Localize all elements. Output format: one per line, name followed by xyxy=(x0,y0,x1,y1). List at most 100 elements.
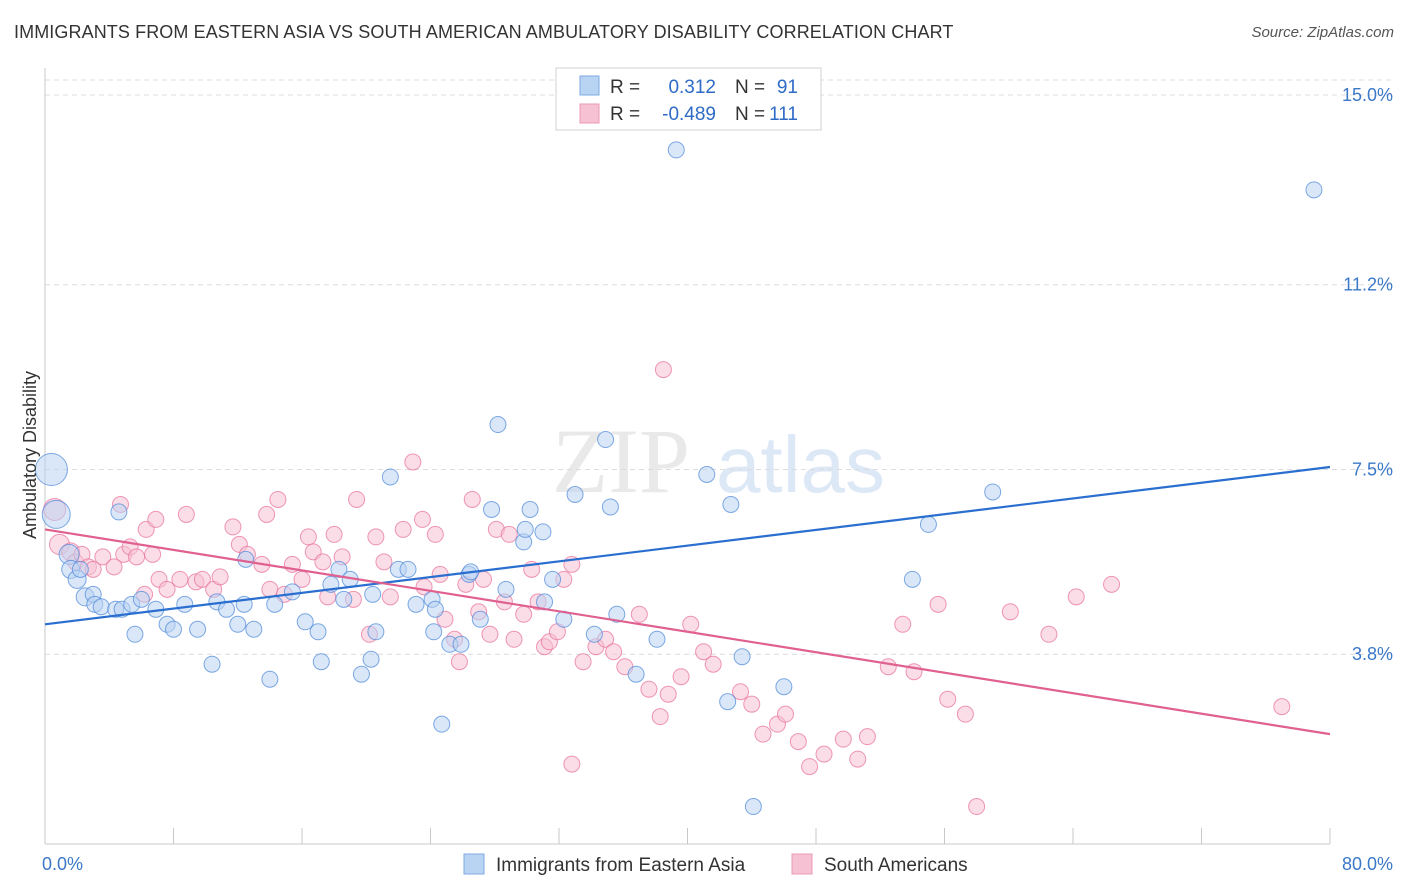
eastern-asia-point-78 xyxy=(775,678,793,696)
south-americans-point-81 xyxy=(659,685,677,703)
eastern-asia-point-30 xyxy=(283,583,301,601)
south-americans-point-85 xyxy=(704,655,722,673)
stats-legend: R = 0.312 N = 91 R = -0.489 N = 111 xyxy=(555,67,822,131)
series-legend: Immigrants from Eastern Asia South Ameri… xyxy=(463,853,968,876)
south-americans-point-101 xyxy=(939,690,957,708)
stats-legend-box xyxy=(555,67,822,131)
eastern-asia-point-57 xyxy=(497,580,515,598)
south-americans-point-20 xyxy=(177,505,195,523)
south-americans-point-16 xyxy=(147,510,165,528)
eastern-asia-point-80 xyxy=(919,515,937,533)
south-americans-point-29 xyxy=(258,505,276,523)
eastern-asia-point-56 xyxy=(489,416,507,434)
eastern-asia-point-19 xyxy=(176,595,194,613)
eastern-asia-point-33 xyxy=(312,653,330,671)
eastern-asia-point-45 xyxy=(407,595,425,613)
south-americans-point-83 xyxy=(682,615,700,633)
eastern-asia-point-71 xyxy=(648,630,666,648)
eastern-asia-point-40 xyxy=(364,585,382,603)
south-americans-point-93 xyxy=(815,745,833,763)
south-americans-point-47 xyxy=(394,520,412,538)
eastern-asia-point-31 xyxy=(296,613,314,631)
legend-r-label-0: R = xyxy=(610,77,640,98)
south-americans-point-60 xyxy=(481,625,499,643)
south-americans-point-88 xyxy=(754,725,772,743)
south-americans-point-39 xyxy=(325,525,343,543)
chart-title: IMMIGRANTS FROM EASTERN ASIA VS SOUTH AM… xyxy=(14,22,954,42)
legend-n-label-0: N = xyxy=(735,77,765,98)
eastern-asia-point-74 xyxy=(722,495,740,513)
south-americans-point-31 xyxy=(269,490,287,508)
eastern-asia-point-54 xyxy=(471,610,489,628)
south-americans-point-97 xyxy=(879,658,897,676)
eastern-asia-trend-line xyxy=(44,465,1331,626)
bottom-legend-label-pink: South Americans xyxy=(824,855,968,876)
legend-r-value-0: 0.312 xyxy=(668,77,716,98)
x-tick-label-min: 0.0% xyxy=(42,854,83,874)
eastern-asia-point-70 xyxy=(627,665,645,683)
eastern-asia-point-5 xyxy=(71,560,89,578)
grid-lines xyxy=(45,79,1392,655)
south-americans-point-79 xyxy=(640,680,658,698)
south-americans-point-22 xyxy=(193,570,211,588)
south-americans-point-90 xyxy=(776,705,794,723)
eastern-asia-point-69 xyxy=(608,605,626,623)
x-tick-label-max: 80.0% xyxy=(1342,854,1393,874)
legend-swatch-pink xyxy=(579,103,600,124)
south-americans-point-8 xyxy=(105,558,123,576)
eastern-asia-point-0 xyxy=(34,452,68,486)
eastern-asia-point-65 xyxy=(566,485,584,503)
eastern-asia-point-11 xyxy=(110,503,128,521)
south-americans-point-44 xyxy=(367,528,385,546)
legend-swatch-blue xyxy=(579,75,600,96)
eastern-asia-point-73 xyxy=(698,465,716,483)
south-americans-point-95 xyxy=(849,750,867,768)
south-americans-point-104 xyxy=(1001,603,1019,621)
eastern-asia-point-82 xyxy=(1305,181,1323,199)
south-americans-point-91 xyxy=(789,733,807,751)
south-americans-point-37 xyxy=(314,553,332,571)
eastern-asia-point-15 xyxy=(132,590,150,608)
eastern-asia-point-29 xyxy=(261,670,279,688)
eastern-asia-point-48 xyxy=(426,600,444,618)
eastern-asia-point-24 xyxy=(229,615,247,633)
eastern-asia-point-36 xyxy=(335,590,353,608)
south-americans-point-109 xyxy=(654,361,672,379)
south-americans-point-24 xyxy=(211,568,229,586)
eastern-asia-point-42 xyxy=(381,468,399,486)
south-americans-point-25 xyxy=(224,518,242,536)
south-americans-point-92 xyxy=(801,758,819,776)
watermark-atlas: atlas xyxy=(716,420,885,509)
south-americans-point-65 xyxy=(515,605,533,623)
eastern-asia-point-39 xyxy=(362,650,380,668)
eastern-asia-point-1 xyxy=(41,499,71,529)
y-tick-label-3: 15.0% xyxy=(1342,85,1393,105)
south-americans-point-84 xyxy=(695,643,713,661)
eastern-asia-point-59 xyxy=(516,520,534,538)
south-americans-point-64 xyxy=(505,630,523,648)
eastern-asia-point-21 xyxy=(203,655,221,673)
south-americans-point-76 xyxy=(605,643,623,661)
y-tick-labels: 3.8% 7.5% 11.2% 15.0% xyxy=(1342,85,1393,664)
legend-r-label-1: R = xyxy=(610,104,640,125)
south-americans-point-94 xyxy=(834,730,852,748)
south-americans-point-14 xyxy=(144,545,162,563)
eastern-asia-point-9 xyxy=(92,598,110,616)
y-axis-title: Ambulatory Disability xyxy=(20,371,40,539)
bottom-legend-label-blue: Immigrants from Eastern Asia xyxy=(496,855,746,876)
legend-r-value-1: -0.489 xyxy=(662,104,716,125)
eastern-asia-point-49 xyxy=(433,715,451,733)
south-americans-point-46 xyxy=(381,588,399,606)
south-americans-point-102 xyxy=(956,705,974,723)
eastern-asia-point-77 xyxy=(744,798,762,816)
trend-lines xyxy=(44,465,1331,736)
y-tick-label-2: 11.2% xyxy=(1343,275,1393,295)
eastern-asia-point-51 xyxy=(452,635,470,653)
south-americans-point-98 xyxy=(894,615,912,633)
south-americans-point-30 xyxy=(261,580,279,598)
eastern-asia-point-14 xyxy=(126,625,144,643)
south-americans-point-78 xyxy=(630,605,648,623)
eastern-asia-point-61 xyxy=(534,523,552,541)
south-americans-point-106 xyxy=(1067,588,1085,606)
